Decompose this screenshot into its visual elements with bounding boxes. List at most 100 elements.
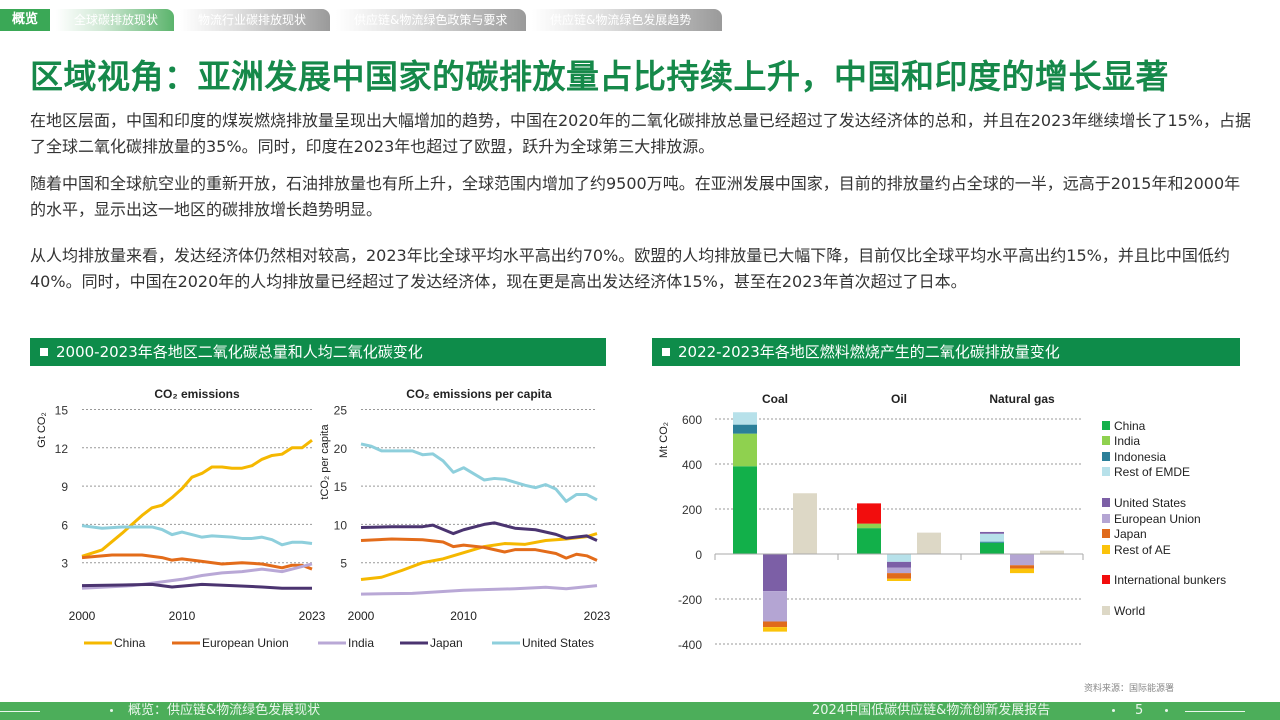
- legend-label: United States: [522, 636, 594, 650]
- series-line-united-states: [81, 524, 313, 547]
- legend-label: Rest of EMDE: [1114, 465, 1190, 479]
- category-label: Oil: [891, 392, 907, 406]
- bar-segment-united-states: [763, 554, 787, 592]
- legend-label: World: [1114, 604, 1145, 618]
- tab-global-emissions[interactable]: 全球碳排放现状: [56, 9, 174, 31]
- bar-segment-china: [857, 528, 881, 554]
- x-tick-label: 2023: [584, 609, 611, 623]
- legend-swatch: [1102, 529, 1110, 538]
- legend-label: European Union: [202, 636, 289, 650]
- y-tick-label: 400: [682, 458, 702, 472]
- legend-label: India: [348, 636, 374, 650]
- bar-segment-rest-of-ae: [887, 578, 911, 581]
- footer: 概览：供应链&物流绿色发展现状 2024中国低碳供应链&物流创新发展报告 5: [0, 702, 1280, 720]
- legend-label: India: [1114, 434, 1140, 448]
- category-label: Coal: [762, 392, 788, 406]
- footer-report-title: 2024中国低碳供应链&物流创新发展报告: [812, 703, 1051, 718]
- dot: [1112, 709, 1115, 712]
- bar-segment-india: [857, 523, 881, 529]
- y-tick-label: -200: [678, 593, 702, 607]
- bar-segment-india: [733, 433, 757, 467]
- legend-swatch: [1102, 467, 1110, 476]
- page-title: 区域视角：亚洲发展中国家的碳排放量占比持续上升，中国和印度的增长显著: [30, 57, 1169, 96]
- y-tick-label: 0: [695, 548, 702, 562]
- section-header-left: 2000-2023年各地区二氧化碳总量和人均二氧化碳变化: [30, 338, 606, 366]
- bar-segment-european-union: [1010, 554, 1034, 566]
- legend-swatch: [1102, 498, 1110, 507]
- bar-segment-rest-of-emde: [980, 533, 1004, 542]
- legend-label: Japan: [1114, 527, 1147, 541]
- bar-segment-european-union: [887, 567, 911, 574]
- bar-segment-european-union: [763, 591, 787, 622]
- tab-logistics-emissions[interactable]: 物流行业碳排放现状: [180, 9, 330, 31]
- x-tick-label: 2000: [69, 609, 96, 623]
- legend-swatch: [1102, 606, 1110, 615]
- legend-swatch: [1102, 575, 1110, 584]
- chart-title: CO₂ emissions per capita: [406, 387, 552, 401]
- tab-green-policy[interactable]: 供应链&物流绿色政策与要求: [336, 9, 526, 31]
- series-line-japan: [81, 582, 312, 590]
- bar-segment-rest-of-ae: [1010, 568, 1034, 574]
- x-tick-label: 2023: [299, 609, 326, 623]
- y-tick-label: 600: [682, 413, 702, 427]
- paragraph: 在地区层面，中国和印度的煤炭燃烧排放量呈现出大幅增加的趋势，中国在2020年的二…: [30, 111, 1252, 156]
- bar-segment-japan: [887, 573, 911, 579]
- legend-swatch: [1102, 436, 1110, 445]
- y-axis-label: Gt CO₂: [36, 412, 48, 447]
- paragraph: 从人均排放量来看，发达经济体仍然相对较高，2023年比全球平均水平高出约70%。…: [30, 246, 1230, 291]
- chart-title: CO₂ emissions: [154, 387, 240, 401]
- bar-segment-rest-of-emde: [733, 412, 757, 425]
- legend-label: Rest of AE: [1114, 543, 1171, 557]
- bar-world: [917, 532, 941, 554]
- y-tick-label: 20: [334, 442, 348, 456]
- divider: [0, 711, 40, 712]
- legend-swatch: [1102, 545, 1110, 554]
- category-label: Natural gas: [989, 392, 1055, 406]
- y-axis-label: tCO₂ per capita: [319, 424, 331, 500]
- y-axis-label: Mt CO₂: [658, 422, 670, 458]
- x-tick-label: 2000: [348, 609, 375, 623]
- tab-overview[interactable]: 概览: [0, 9, 50, 31]
- square-bullet-icon: [40, 348, 48, 356]
- series-line-china: [81, 438, 313, 558]
- dot: [110, 709, 113, 712]
- bar-segment-indonesia: [733, 424, 757, 434]
- legend-label: Indonesia: [1114, 450, 1166, 464]
- series-line-india: [360, 584, 598, 596]
- bar-segment-japan: [763, 621, 787, 628]
- legend-label: Japan: [430, 636, 463, 650]
- legend-label: China: [114, 636, 146, 650]
- legend-swatch: [1102, 514, 1110, 523]
- legend-label: China: [1114, 419, 1146, 433]
- bar-segment-japan: [1010, 565, 1034, 569]
- y-tick-label: 3: [61, 557, 68, 571]
- y-tick-label: 6: [61, 518, 68, 532]
- bar-segment-international-bunkers: [857, 503, 881, 524]
- tab-green-trends[interactable]: 供应链&物流绿色发展趋势: [532, 9, 722, 31]
- bar-segment-united-states: [887, 561, 911, 568]
- bar-segment-rest-of-emde: [887, 554, 911, 562]
- bar-world: [793, 493, 817, 554]
- legend-swatch: [1102, 421, 1110, 430]
- paragraph: 随着中国和全球航空业的重新开放，石油排放量也有所上升，全球范围内增加了约9500…: [30, 174, 1241, 219]
- y-tick-label: 15: [334, 480, 348, 494]
- bar-world: [1040, 550, 1064, 554]
- y-tick-label: -400: [678, 638, 702, 652]
- y-tick-label: 15: [55, 404, 69, 418]
- legend-label: United States: [1114, 496, 1186, 510]
- x-tick-label: 2010: [169, 609, 196, 623]
- bar-chart: 600 400 200 0 -200 -400 Mt CO₂ Coal Oil Natural g…: [658, 392, 1226, 652]
- bar-segment-indonesia: [980, 541, 1004, 543]
- section-header-right: 2022-2023年各地区燃料燃烧产生的二氧化碳排放量变化: [652, 338, 1240, 366]
- y-tick-label: 9: [61, 480, 68, 494]
- y-tick-label: 12: [55, 442, 69, 456]
- y-tick-label: 10: [334, 518, 348, 532]
- section-title: 2022-2023年各地区燃料燃烧产生的二氧化碳排放量变化: [678, 343, 1060, 361]
- top-nav: 概览 全球碳排放现状 物流行业碳排放现状 供应链&物流绿色政策与要求 供应链&物…: [0, 9, 722, 31]
- x-tick-label: 2010: [450, 609, 477, 623]
- legend-label: International bunkers: [1114, 573, 1226, 587]
- square-bullet-icon: [662, 348, 670, 356]
- divider: [1185, 711, 1245, 712]
- legend-swatch: [1102, 452, 1110, 461]
- dot: [1165, 709, 1168, 712]
